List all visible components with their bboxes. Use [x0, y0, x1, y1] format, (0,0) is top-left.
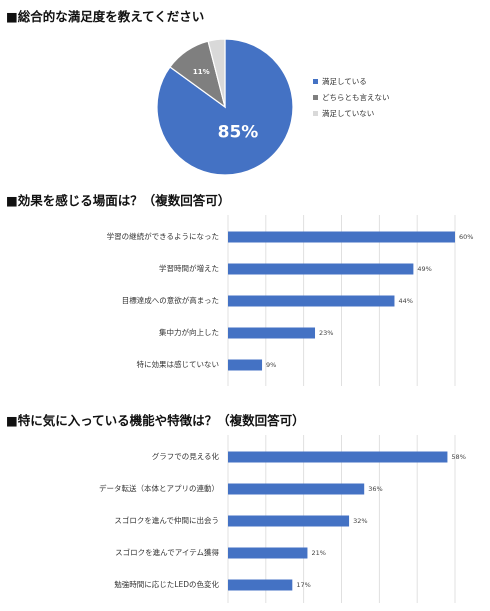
- feature-category-label-1: データ転送（本体とアプリの連動）: [99, 483, 219, 493]
- effect-category-label-2: 目標達成への意欲が高まった: [122, 295, 219, 305]
- feature-bar-4: [228, 579, 293, 591]
- effect-value-label-4: 9%: [266, 361, 276, 369]
- feature-category-label-3: スゴロクを進んでアイテム獲得: [115, 547, 219, 557]
- legend-label-1: どちらとも言えない: [322, 92, 390, 102]
- legend-swatch-2: [313, 110, 318, 116]
- effect-value-label-3: 23%: [319, 329, 333, 337]
- feature-bar-chart: グラフでの見える化 58% データ転送（本体とアプリの連動） 36% スゴロクを進んで仲…: [99, 435, 466, 603]
- effect-bar-4: [228, 359, 263, 371]
- feature-bar-0: [228, 451, 448, 463]
- feature-bar-3: [228, 547, 308, 559]
- feature-bar-1: [228, 483, 365, 495]
- effect-value-label-0: 60%: [459, 233, 473, 241]
- feature-category-label-2: スゴロクを進んで仲間に出会う: [114, 515, 219, 525]
- pie-legend: 満足しているどちらとも言えない 満足していない: [313, 75, 390, 123]
- feature-value-label-0: 58%: [451, 453, 465, 461]
- feature-category-label-0: グラフでの見える化: [152, 451, 220, 461]
- effect-category-label-4: 特に効果は感じていない: [137, 359, 220, 369]
- pie-slice-label-1: 11%: [193, 68, 210, 76]
- effect-value-label-2: 44%: [398, 297, 412, 305]
- feature-value-label-4: 17%: [296, 581, 310, 589]
- legend-label-2: 満足していない: [322, 108, 375, 118]
- effect-category-label-1: 学習時間が増えた: [159, 263, 219, 273]
- legend-item-2: 満足していない: [313, 107, 390, 119]
- effect-category-label-0: 学習の継続ができるようになった: [107, 231, 219, 241]
- legend-item-1: どちらとも言えない: [313, 91, 390, 103]
- effect-section-title: ■効果を感じる場面は？（複数回答可）: [6, 193, 231, 208]
- feature-value-label-1: 36%: [368, 485, 382, 493]
- effect-bar-chart: 学習の継続ができるようになった 60% 学習時間が増えた 49% 目標達成への意欲が高ま…: [107, 215, 473, 386]
- legend-item-0: 満足している: [313, 75, 390, 87]
- effect-bar-1: [228, 263, 414, 275]
- effect-bar-0: [228, 231, 455, 243]
- feature-value-label-3: 21%: [311, 549, 325, 557]
- feature-section-title: ■特に気に入っている機能や特徴は？（複数回答可）: [6, 413, 305, 428]
- satisfaction-pie-chart: 85% 11%: [156, 38, 294, 176]
- pie-slice-2: [207, 38, 226, 108]
- effect-bar-2: [228, 295, 395, 307]
- feature-value-label-2: 32%: [353, 517, 367, 525]
- feature-bar-2: [228, 515, 350, 527]
- legend-label-0: 満足している: [322, 76, 367, 86]
- legend-swatch-0: [313, 78, 318, 84]
- legend-swatch-1: [313, 94, 318, 100]
- feature-category-label-4: 勉強時間に応じたLEDの色変化: [114, 579, 219, 589]
- effect-bar-3: [228, 327, 316, 339]
- pie-slice-label-0: 85%: [218, 122, 259, 142]
- effect-category-label-3: 集中力が向上した: [159, 327, 219, 337]
- effect-value-label-1: 49%: [417, 265, 431, 273]
- pie-section-title: ■総合的な満足度を教えてください: [6, 9, 205, 24]
